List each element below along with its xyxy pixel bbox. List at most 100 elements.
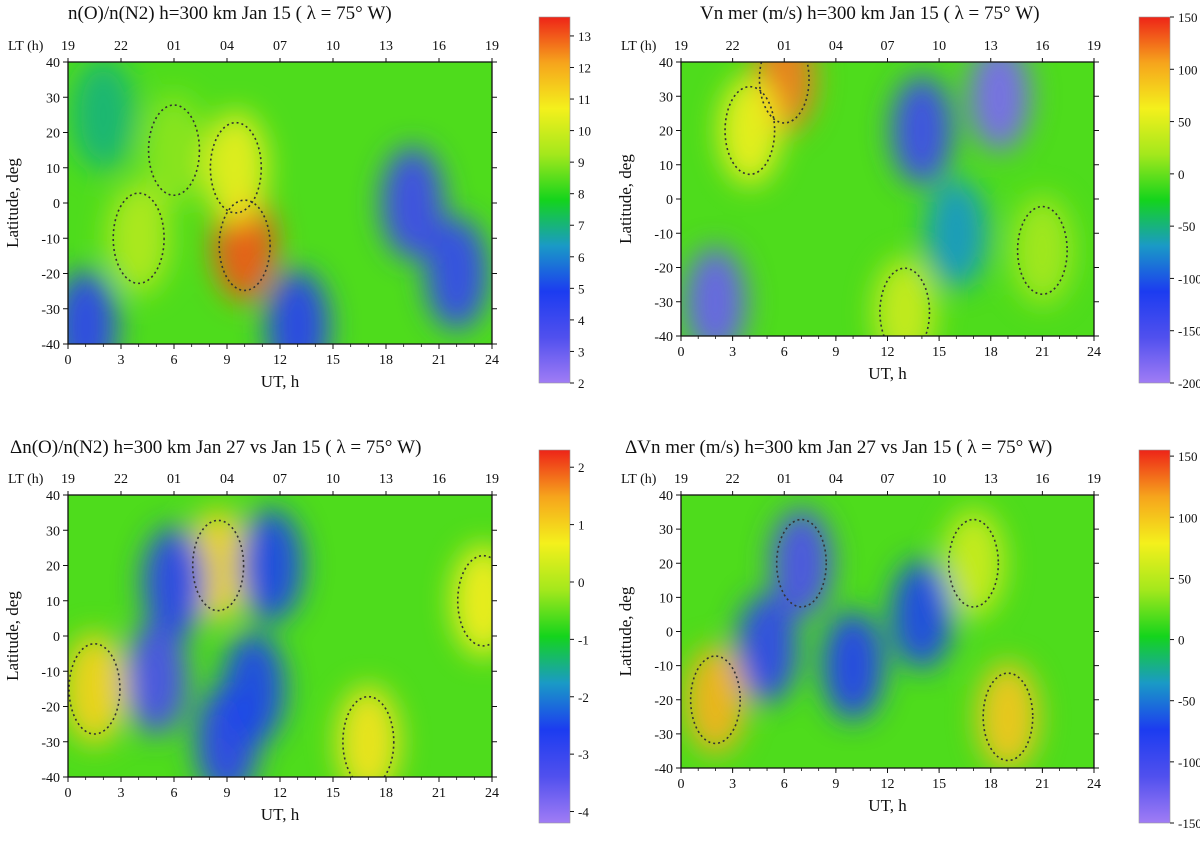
colorbar-tick-label: -50 (1178, 694, 1195, 709)
x-tick-label: 18 (984, 345, 998, 360)
heatmap-feature (925, 178, 988, 289)
colorbar (538, 449, 571, 824)
x-tick-label: 18 (379, 353, 393, 368)
heatmap-feature (1011, 195, 1074, 306)
heatmap-field (681, 62, 1094, 336)
x-tick-label: 15 (326, 786, 340, 801)
x-tick-label: 21 (432, 353, 446, 368)
x-tick-label: 3 (118, 353, 125, 368)
x-axis-label: UT, h (868, 364, 907, 383)
x-tick-label: 21 (1035, 777, 1049, 792)
colorbar (538, 16, 571, 384)
lt-tick-label: 13 (984, 472, 998, 487)
y-tick-label: -20 (41, 701, 60, 716)
colorbar-tick-label: -150 (1178, 816, 1200, 831)
x-tick-label: 9 (224, 786, 231, 801)
y-tick-label: -30 (41, 303, 60, 318)
lt-tick-label: 19 (485, 472, 499, 487)
heatmap-feature (976, 662, 1039, 768)
contour-line (342, 695, 395, 777)
lt-tick-label: 01 (167, 39, 181, 54)
x-tick-label: 21 (432, 786, 446, 801)
lt-tick-label: 13 (379, 39, 393, 54)
lt-axis-label: LT (h) (8, 39, 44, 54)
heatmap-feature (822, 611, 885, 721)
x-tick-label: 15 (932, 777, 946, 792)
colorbar-tick-label: 12 (578, 60, 591, 75)
lt-tick-label: 19 (1087, 472, 1101, 487)
y-tick-label: -10 (654, 227, 673, 242)
lt-tick-label: 13 (984, 39, 998, 54)
y-tick-label: -30 (654, 296, 673, 311)
y-tick-label: 30 (46, 91, 60, 106)
x-axis-label: UT, h (261, 805, 300, 824)
colorbar-tick-label: 2 (578, 376, 585, 391)
heatmap-feature (424, 217, 489, 330)
heatmap-feature (736, 593, 799, 704)
colorbar (1138, 16, 1171, 384)
x-tick-label: 6 (171, 353, 178, 368)
y-tick-label: -40 (41, 771, 60, 786)
contour-line (775, 518, 828, 608)
y-tick-label: 40 (46, 489, 60, 504)
lt-axis-label: LT (h) (621, 472, 657, 487)
colorbar-tick-label: -200 (1178, 376, 1200, 391)
colorbar-tick-label: 100 (1178, 510, 1198, 525)
colorbar-tick-label: 13 (578, 29, 591, 44)
x-tick-label: 6 (171, 786, 178, 801)
lt-tick-label: 04 (220, 472, 234, 487)
chart-panel-1: n(O)/n(N2) h=300 km Jan 15 ( λ = 75° W) 0… (3, 3, 591, 391)
lt-tick-label: 04 (829, 39, 843, 54)
y-tick-label: 10 (659, 591, 673, 606)
heatmap-field (68, 62, 492, 344)
lt-tick-label: 10 (932, 472, 946, 487)
lt-tick-label: 19 (1087, 39, 1101, 54)
colorbar-tick-label: -4 (578, 805, 589, 820)
x-axis-label: UT, h (868, 796, 907, 815)
x-tick-label: 24 (1087, 345, 1101, 360)
y-tick-label: -10 (41, 232, 60, 247)
y-tick-label: 20 (46, 560, 60, 575)
contour-line (209, 121, 263, 214)
colorbar (1138, 449, 1171, 824)
chart-panel-4: ΔVn mer (m/s) h=300 km Jan 27 vs Jan 15 … (616, 437, 1200, 831)
chart-title: ΔVn mer (m/s) h=300 km Jan 27 vs Jan 15 … (625, 437, 1052, 458)
lt-tick-label: 07 (881, 472, 895, 487)
lt-tick-label: 16 (432, 39, 446, 54)
colorbar-tick-label: -150 (1178, 324, 1200, 339)
y-tick-label: 0 (53, 630, 60, 645)
heatmap-feature (204, 111, 268, 225)
lt-tick-label: 22 (114, 39, 128, 54)
lt-tick-label: 04 (220, 39, 234, 54)
chart-panel-3: Δn(O)/n(N2) h=300 km Jan 27 vs Jan 15 ( … (3, 437, 589, 824)
heatmap-feature (265, 269, 330, 344)
y-tick-label: 20 (659, 557, 673, 572)
contour-line (689, 655, 741, 745)
y-tick-label: 10 (659, 159, 673, 174)
x-tick-label: 3 (118, 786, 125, 801)
y-axis-label: Latitude, deg (3, 591, 22, 681)
x-tick-label: 12 (881, 777, 895, 792)
colorbar-tick-label: 50 (1178, 115, 1191, 130)
y-tick-label: -40 (654, 330, 673, 345)
heatmap-feature (890, 75, 953, 186)
lt-tick-label: 01 (777, 472, 791, 487)
lt-axis-label: LT (h) (621, 39, 657, 54)
colorbar-tick-label: 8 (578, 187, 585, 202)
colorbar-tick-label: 4 (578, 313, 585, 328)
heatmap-feature (68, 269, 118, 344)
chart-title: Vn mer (m/s) h=300 km Jan 15 ( λ = 75° W… (700, 3, 1040, 24)
heatmap-feature (68, 632, 127, 746)
heatmap-feature (684, 645, 747, 755)
x-tick-label: 21 (1035, 345, 1049, 360)
colorbar-tick-label: 0 (1178, 167, 1185, 182)
heatmap-feature (239, 509, 303, 622)
heatmap-feature (890, 559, 953, 670)
contour-line (218, 199, 271, 292)
y-tick-label: 40 (46, 56, 60, 71)
x-tick-label: 0 (65, 353, 72, 368)
x-tick-label: 9 (224, 353, 231, 368)
heatmap-feature (968, 62, 1031, 152)
colorbar-tick-label: 3 (578, 344, 585, 359)
x-tick-label: 15 (326, 353, 340, 368)
